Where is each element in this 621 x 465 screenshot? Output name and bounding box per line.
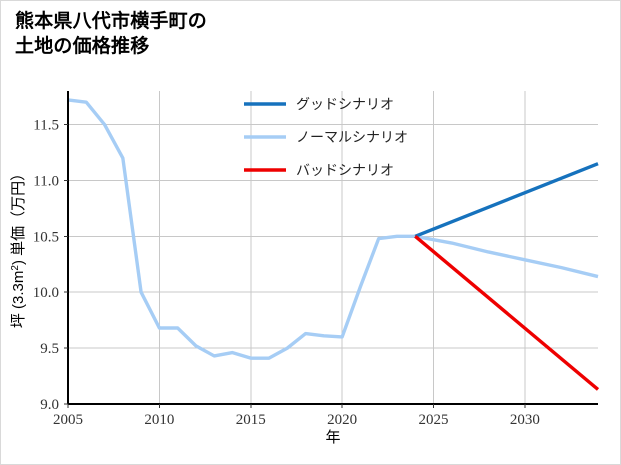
x-axis-title: 年 xyxy=(325,429,340,446)
y-tick-label: 9.0 xyxy=(40,397,59,413)
y-tick-label: 10.5 xyxy=(33,229,59,245)
y-tick-label: 10.0 xyxy=(33,285,59,301)
legend-item[interactable]: ノーマルシナリオ xyxy=(244,129,408,145)
x-tick-label: 2030 xyxy=(510,412,540,428)
series-group xyxy=(67,98,600,391)
x-tick-label: 2025 xyxy=(419,412,449,428)
legend-item[interactable]: グッドシナリオ xyxy=(244,96,394,112)
y-tick-label: 11.5 xyxy=(33,118,59,134)
y-axis-title-suffix: ) 単価（万円） xyxy=(10,166,27,265)
y-tick-label: 9.5 xyxy=(40,341,59,357)
y-tick-labels-group: 9.0 9.5 10.0 10.5 11.0 11.5 xyxy=(33,118,68,413)
y-axis-title-text: 坪 (3.3m2) 単価（万円） xyxy=(10,166,28,328)
y-tick-label: 11.0 xyxy=(33,173,59,189)
series-line-bad xyxy=(414,235,600,391)
y-axis-title-prefix: 坪 (3.3m xyxy=(10,271,27,329)
legend-label: ノーマルシナリオ xyxy=(296,129,408,145)
gridlines-group xyxy=(68,124,598,349)
x-tick-label: 2015 xyxy=(236,412,266,428)
legend-item[interactable]: バッドシナリオ xyxy=(244,162,394,178)
series-line-normal xyxy=(67,98,599,360)
x-tick-label: 2005 xyxy=(53,412,83,428)
axes-group xyxy=(66,91,598,406)
legend-label: バッドシナリオ xyxy=(296,162,394,178)
series-line-good xyxy=(414,162,599,238)
y-axis-title-superscript: 2 xyxy=(10,265,21,271)
x-tick-label: 2020 xyxy=(327,412,357,428)
x-tick-label: 2010 xyxy=(144,412,174,428)
legend-label: グッドシナリオ xyxy=(296,96,394,112)
y-axis-title: 坪 (3.3m2) 単価（万円） xyxy=(10,166,28,328)
page-title: 熊本県八代市横手町の 土地の価格推移 xyxy=(15,11,208,58)
x-gridlines-group xyxy=(158,91,526,404)
x-tick-labels-group: 2005 2010 2015 2020 2025 2030 xyxy=(53,404,540,428)
